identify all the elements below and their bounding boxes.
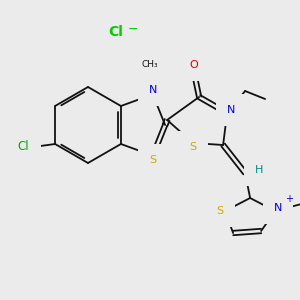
Text: Cl: Cl [108,25,123,38]
Text: N: N [274,203,282,213]
Text: S: S [217,206,224,216]
Text: S: S [190,142,197,152]
Text: H: H [255,165,263,175]
Text: Cl: Cl [17,140,29,154]
Text: −: − [127,23,138,36]
Text: S: S [149,154,156,165]
Text: CH₃: CH₃ [142,60,158,69]
Text: N: N [227,105,235,115]
Text: O: O [190,60,199,70]
Text: N: N [149,85,157,95]
Text: +: + [285,194,293,204]
